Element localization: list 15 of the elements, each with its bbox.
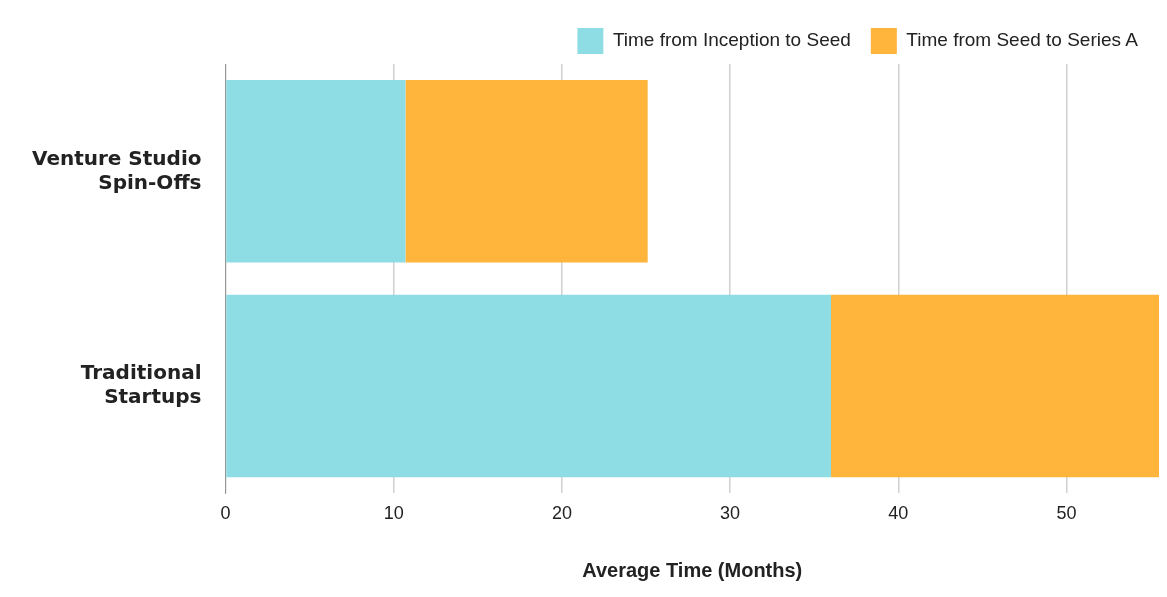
legend-label: Time from Inception to Seed xyxy=(612,29,851,51)
x-tick-label: 10 xyxy=(383,503,404,524)
bar xyxy=(405,80,648,263)
bar xyxy=(226,294,832,478)
legend-label: Time from Seed to Series A xyxy=(906,29,1139,51)
x-tick-label: 50 xyxy=(1056,503,1077,524)
x-axis-title: Average Time (Months) xyxy=(582,558,803,581)
y-tick-label: Venture Studio Spin-Offs xyxy=(31,145,202,194)
x-tick-label: 0 xyxy=(220,503,231,524)
x-tick-label: 20 xyxy=(551,503,572,524)
y-tick-label: Traditional Startups xyxy=(80,360,202,409)
bar xyxy=(831,294,1159,478)
x-tick-label: 40 xyxy=(888,503,909,524)
x-tick-label: 30 xyxy=(720,503,741,524)
bar xyxy=(226,80,406,263)
